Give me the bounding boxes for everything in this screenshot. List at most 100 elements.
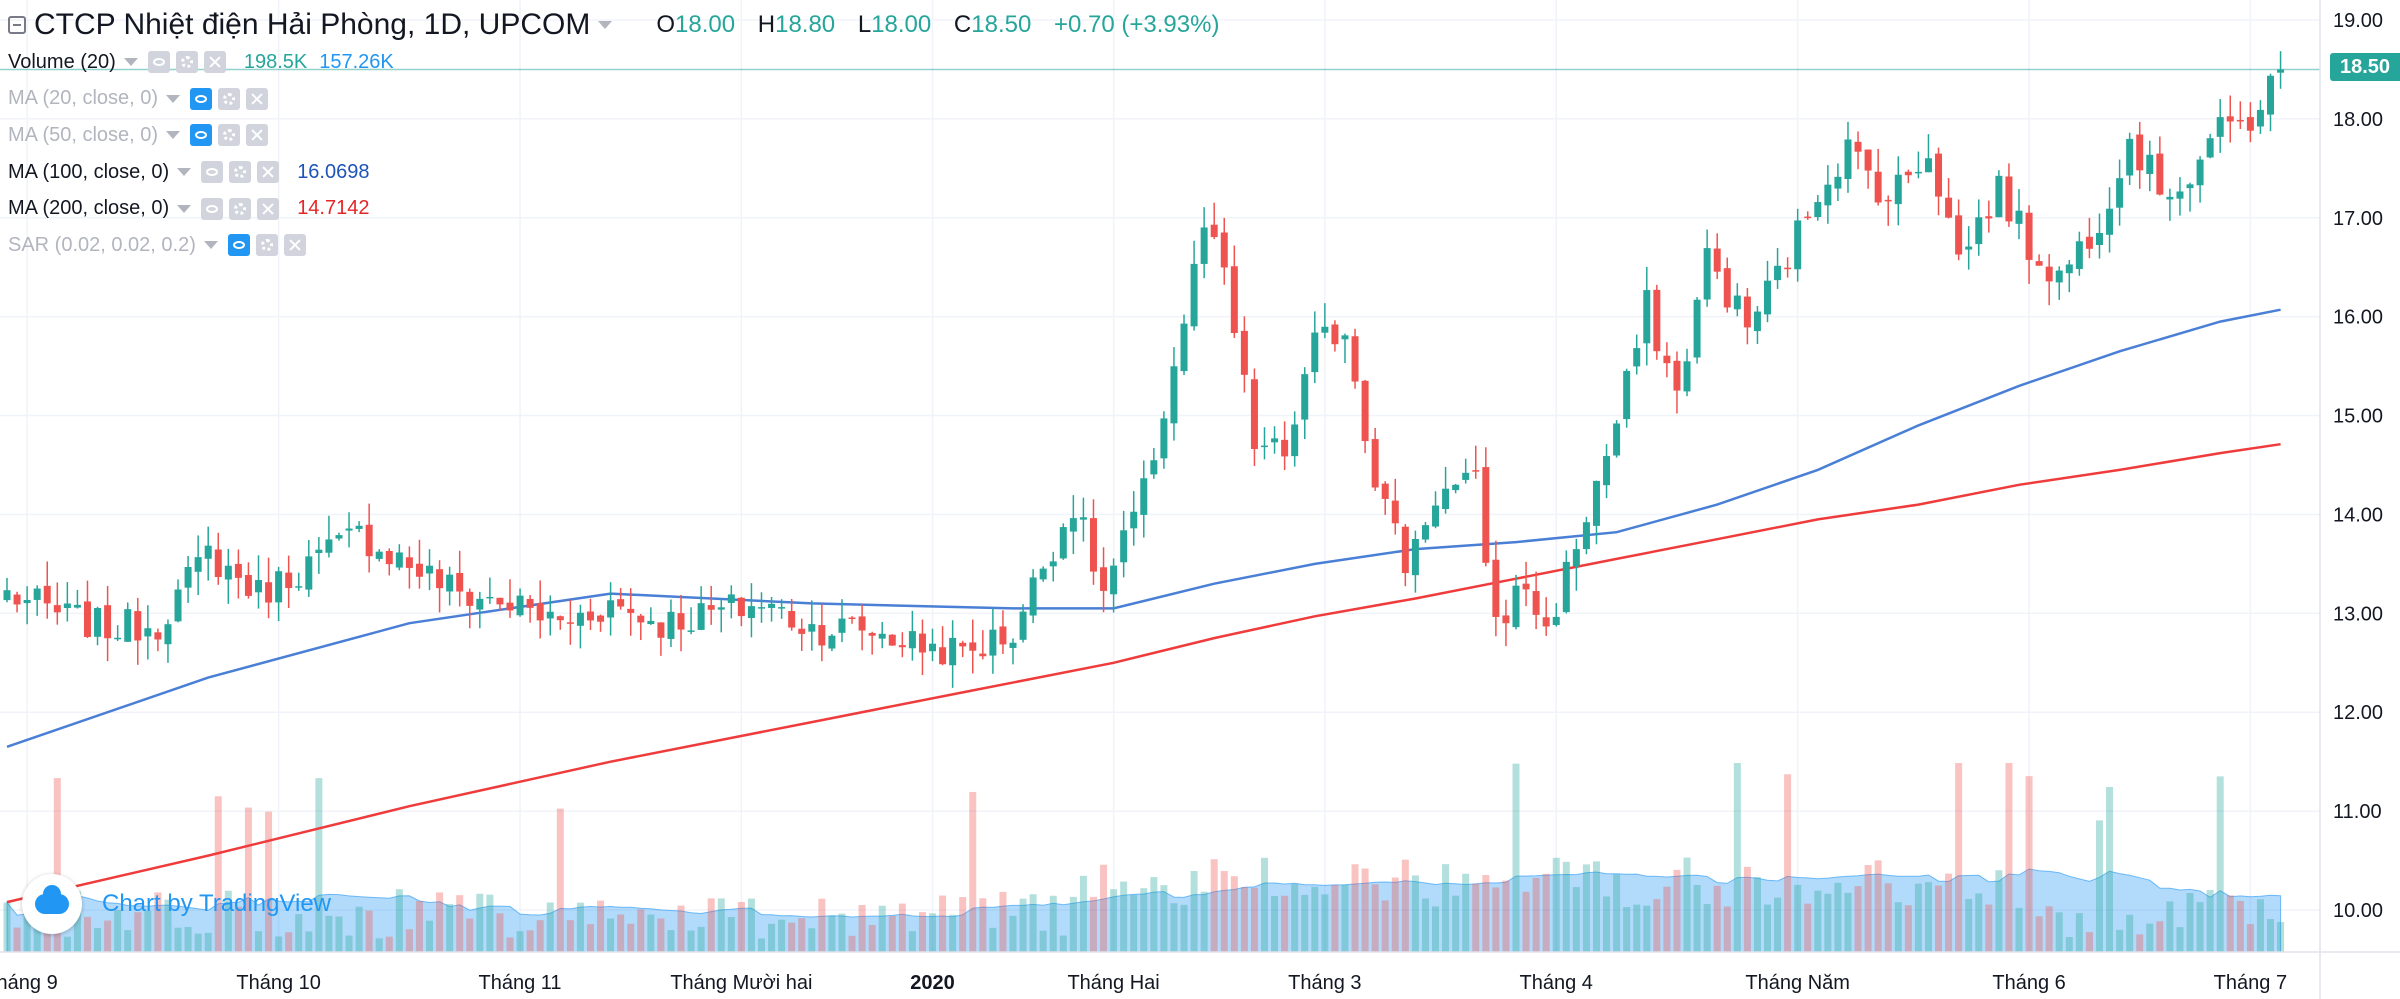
volume-bar <box>244 807 252 952</box>
close-icon[interactable] <box>246 124 269 147</box>
gear-icon[interactable] <box>229 161 252 184</box>
chevron-down-icon[interactable] <box>598 21 613 29</box>
candle-body <box>737 597 745 617</box>
price-tick-label: 10.00 <box>2333 900 2383 922</box>
volume-bar <box>1411 875 1419 952</box>
ma200-line <box>6 442 2281 904</box>
gear-icon[interactable] <box>218 87 241 110</box>
volume-bar <box>315 778 323 952</box>
volume-bar <box>566 920 574 952</box>
candle-body <box>546 611 554 619</box>
eye-icon[interactable] <box>190 87 213 110</box>
eye-icon[interactable] <box>190 124 213 147</box>
tradingview-watermark[interactable]: Chart by TradingView <box>22 874 331 934</box>
ma100-label[interactable]: MA (100, close, 0) <box>8 160 170 183</box>
candle-body <box>1794 220 1802 270</box>
candle-body <box>1321 326 1329 333</box>
volume-bar <box>1914 883 1922 952</box>
price-tick-label: 11.00 <box>2333 801 2382 823</box>
candle-body <box>1180 323 1188 372</box>
candle-body <box>73 604 81 608</box>
volume-bar <box>1432 906 1440 952</box>
volume-bar <box>1945 873 1953 952</box>
volume-bar <box>1110 889 1118 952</box>
candle-body <box>1542 617 1550 627</box>
ma20-label[interactable]: MA (20, close, 0) <box>8 87 159 110</box>
candle-body <box>526 598 534 608</box>
volume-bar <box>1140 888 1148 952</box>
candle-body <box>1884 199 1892 202</box>
volume-bar <box>2045 906 2053 952</box>
candle-body <box>1914 171 1922 174</box>
close-icon[interactable] <box>257 161 280 184</box>
symbol-title[interactable]: CTCP Nhiệt điện Hải Phòng, 1D, UPCOM <box>34 8 591 41</box>
volume-bar <box>94 928 102 952</box>
close-icon[interactable] <box>246 87 269 110</box>
volume-bar <box>395 889 403 952</box>
eye-icon[interactable] <box>227 234 250 257</box>
volume-bar <box>1271 895 1279 952</box>
eye-icon[interactable] <box>147 51 170 74</box>
chevron-down-icon[interactable] <box>166 94 181 103</box>
watermark-text[interactable]: Chart by TradingView <box>102 890 332 917</box>
candlesticks[interactable] <box>3 51 2285 688</box>
volume-bar <box>868 924 876 952</box>
candle-body <box>43 585 51 604</box>
time-tick-label: Tháng 4 <box>1520 972 1593 994</box>
price-tick-label: 17.00 <box>2333 208 2383 230</box>
gear-icon[interactable] <box>255 234 278 257</box>
price-axis[interactable]: 19.00 18.00 17.00 16.00 15.00 14.00 13.00 12.00… <box>2319 0 2383 999</box>
candle-body <box>2005 176 2013 222</box>
chevron-down-icon[interactable] <box>177 168 192 177</box>
candle-body <box>255 579 262 593</box>
price-tick-label: 19.00 <box>2333 10 2383 32</box>
open-value: 18.00 <box>675 11 736 38</box>
ma200-label[interactable]: MA (200, close, 0) <box>8 197 170 220</box>
candle-body <box>747 606 755 618</box>
volume-bar <box>3 902 11 952</box>
sar-label[interactable]: SAR (0.02, 0.02, 0.2) <box>8 233 196 256</box>
gear-icon[interactable] <box>229 197 252 220</box>
gear-icon[interactable] <box>175 51 198 74</box>
candle-body <box>325 539 333 553</box>
close-icon[interactable] <box>283 234 306 257</box>
volume-bar <box>929 913 937 952</box>
volume-bar <box>426 920 434 952</box>
volume-bar <box>1512 763 1520 952</box>
volume-bar <box>506 937 514 952</box>
chevron-down-icon[interactable] <box>203 241 218 250</box>
volume-bar <box>1975 893 1983 952</box>
eye-icon[interactable] <box>201 161 224 184</box>
candle-body <box>2256 109 2264 127</box>
ma50-label[interactable]: MA (50, close, 0) <box>8 123 159 146</box>
candle-body <box>818 625 826 646</box>
time-axis[interactable]: háng 9 Tháng 10 Tháng 11 Tháng Mười hai 2020… <box>0 951 2400 994</box>
volume-bar <box>405 929 413 952</box>
volume-bar <box>1029 894 1037 952</box>
close-icon[interactable] <box>203 51 226 74</box>
eye-icon[interactable] <box>201 197 224 220</box>
chevron-down-icon[interactable] <box>177 204 192 213</box>
chevron-down-icon[interactable] <box>166 131 181 140</box>
candle-body <box>436 569 444 589</box>
volume-bar <box>1784 774 1792 952</box>
candle-body <box>486 596 494 599</box>
candle-body <box>1271 438 1279 443</box>
volume-bar <box>1301 894 1309 952</box>
gear-icon[interactable] <box>218 124 241 147</box>
collapse-icon[interactable] <box>8 16 26 34</box>
chevron-down-icon[interactable] <box>123 58 138 67</box>
candle-body <box>1281 439 1289 457</box>
candle-body <box>104 605 112 639</box>
candle-body <box>1814 202 1822 218</box>
volume-bar <box>1472 883 1480 952</box>
candle-body <box>1643 290 1651 344</box>
volume-bar <box>838 913 846 952</box>
candle-body <box>476 598 484 610</box>
volume-label[interactable]: Volume (20) <box>8 50 116 73</box>
volume-bar <box>234 906 242 952</box>
volume-bar <box>1240 887 1248 952</box>
close-icon[interactable] <box>257 197 280 220</box>
